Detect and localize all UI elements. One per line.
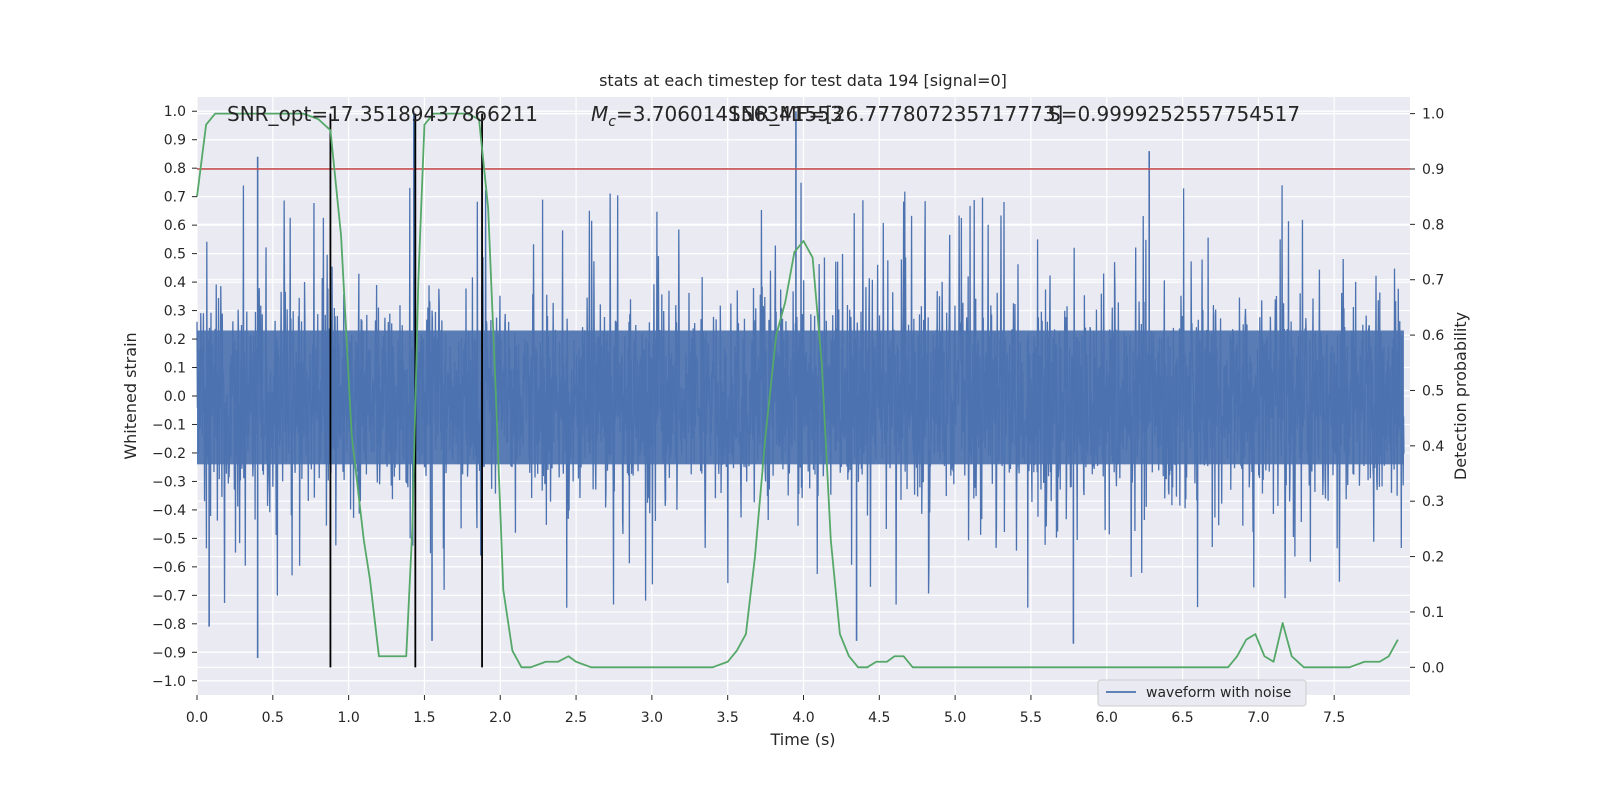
y-tick-label: 0.3 <box>164 304 186 320</box>
chart-title: stats at each timestep for test data 194… <box>599 71 1007 90</box>
y-tick-label: 0.8 <box>164 161 186 177</box>
y-tick-label: 0.1 <box>164 361 186 377</box>
y-tick-label: −0.6 <box>152 560 186 576</box>
y-tick-label: −0.3 <box>152 474 186 490</box>
x-tick-label: 1.0 <box>337 710 359 726</box>
y2-tick-label: 0.7 <box>1422 273 1444 289</box>
y2-tick-label: 0.4 <box>1422 439 1444 455</box>
y-tick-label: −0.5 <box>152 531 186 547</box>
x-tick-label: 0.5 <box>262 710 284 726</box>
y-tick-label: −0.2 <box>152 446 186 462</box>
axes: 0.0 0.5 1.0 1.5 2.0 2.5 3.0 3.5 4.0 4.5 5.0 5.5 6.0 6… <box>152 104 1444 726</box>
x-tick-label: 3.5 <box>717 710 739 726</box>
y-tick-label: −0.4 <box>152 503 186 519</box>
y2-tick-label: 0.6 <box>1422 328 1444 344</box>
x-axis-title: Time (s) <box>769 730 835 749</box>
s-annotation: S=0.9999252557754517 <box>1048 102 1300 126</box>
x-tick-label: 6.5 <box>1171 710 1193 726</box>
y-tick-label: 0.2 <box>164 332 186 348</box>
y2-tick-label: 1.0 <box>1422 107 1444 123</box>
y2-tick-label: 0.9 <box>1422 162 1444 178</box>
legend-entry: waveform with noise <box>1146 685 1291 701</box>
legend: waveform with noise <box>1097 679 1307 707</box>
y2-tick-label: 0.0 <box>1422 660 1444 676</box>
y-tick-label: 0.9 <box>164 133 186 149</box>
x-tick-label: 1.5 <box>413 710 435 726</box>
y-tick-label: 0.5 <box>164 247 186 263</box>
y2-tick-label: 0.3 <box>1422 494 1444 510</box>
x-tick-label: 7.5 <box>1323 710 1345 726</box>
x-tick-label: 2.5 <box>565 710 587 726</box>
mc-symbol: M <box>591 102 608 126</box>
y-tick-label: −0.9 <box>152 645 186 661</box>
plot-area <box>196 111 1410 669</box>
x-tick-label: 7.0 <box>1247 710 1269 726</box>
x-tick-label: 0.0 <box>186 710 208 726</box>
mc-annotation: Mc=3.706014156341553 <box>591 102 843 130</box>
snr-mf-annotation: SNR_MF=[26.777807235717773] <box>728 102 1063 126</box>
snr-annotation: SNR_opt=17.35189437866211 <box>227 102 538 126</box>
x-tick-label: 6.0 <box>1096 710 1118 726</box>
y2-tick-label: 0.8 <box>1422 217 1444 233</box>
detection-probability-line <box>196 112 1399 669</box>
y-axis-title: Whitened strain <box>121 332 140 459</box>
y-tick-label: −0.7 <box>152 588 186 604</box>
y-tick-label: −1.0 <box>152 674 186 690</box>
mc-subscript: c <box>608 114 616 130</box>
x-tick-label: 5.5 <box>1020 710 1042 726</box>
legend-box <box>1097 679 1307 707</box>
y-tick-label: −0.8 <box>152 617 186 633</box>
x-tick-label: 5.0 <box>944 710 966 726</box>
y2-tick-label: 0.5 <box>1422 383 1444 399</box>
y-tick-label: 0.0 <box>164 389 186 405</box>
y-tick-label: 0.6 <box>164 218 186 234</box>
x-tick-label: 4.5 <box>868 710 890 726</box>
waveform-dense-band <box>197 330 1404 465</box>
mc-value: =3.706014156341553 <box>616 102 843 126</box>
y-tick-label: −0.1 <box>152 417 186 433</box>
y2-axis-title: Detection probability <box>1451 312 1470 480</box>
x-tick-label: 3.0 <box>641 710 663 726</box>
y-tick-label: 1.0 <box>164 104 186 120</box>
y2-tick-label: 0.1 <box>1422 605 1444 621</box>
y2-tick-label: 0.2 <box>1422 550 1444 566</box>
y-tick-label: 0.4 <box>164 275 186 291</box>
x-tick-label: 4.0 <box>792 710 814 726</box>
x-tick-label: 2.0 <box>489 710 511 726</box>
y-tick-label: 0.7 <box>164 190 186 206</box>
